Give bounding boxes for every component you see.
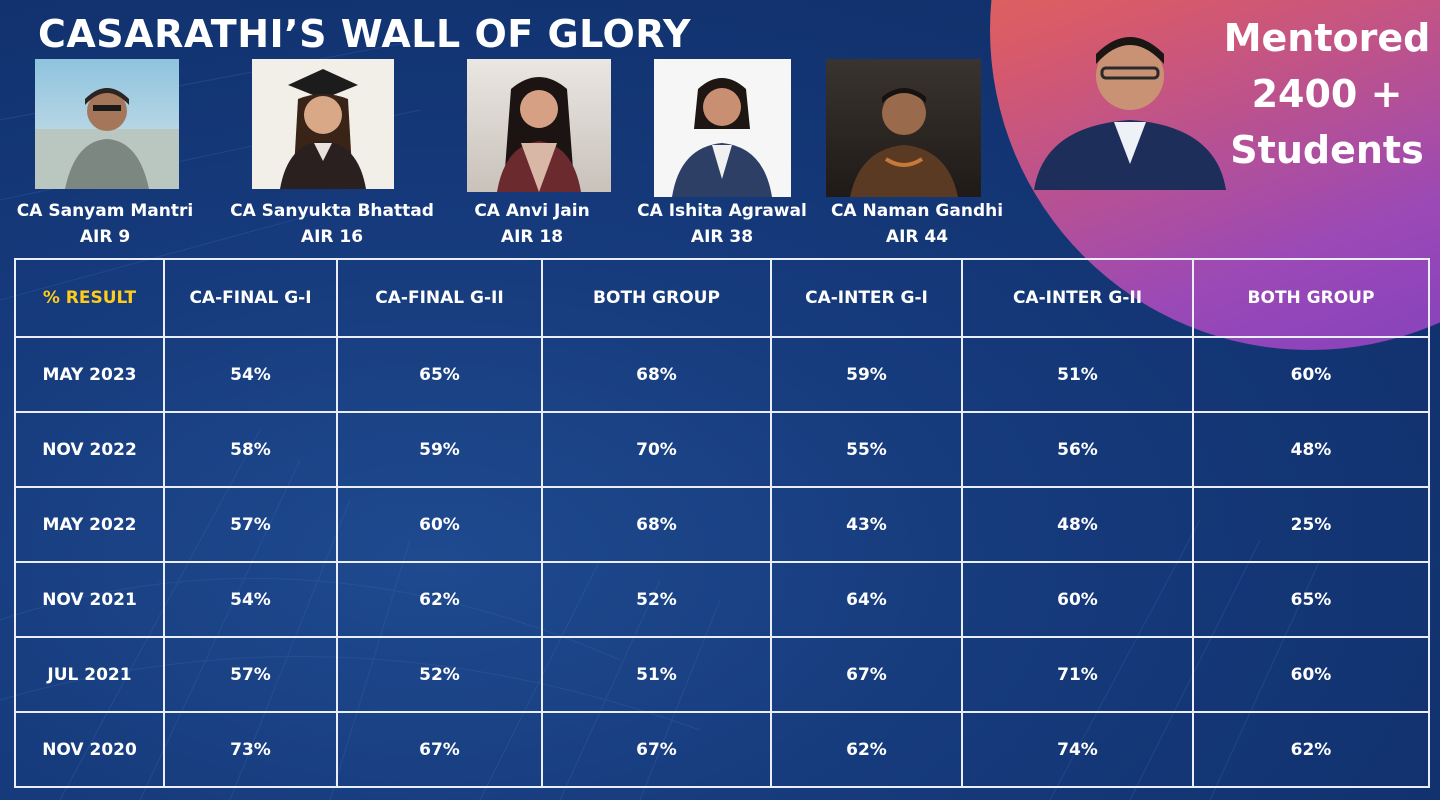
student-photo-sanyam bbox=[35, 59, 179, 189]
cell-value: 60% bbox=[336, 486, 543, 563]
cell-value: 71% bbox=[961, 636, 1194, 713]
student-rank: AIR 16 bbox=[300, 227, 364, 247]
table-row: NOV 2020 73% 67% 67% 62% 74% 62% bbox=[14, 711, 1430, 788]
student-name: CA Anvi Jain bbox=[474, 201, 590, 221]
table-row: NOV 2022 58% 59% 70% 55% 56% 48% bbox=[14, 411, 1430, 488]
cell-value: 60% bbox=[1192, 336, 1430, 413]
cell-value: 73% bbox=[163, 711, 338, 788]
table-row: JUL 2021 57% 52% 51% 67% 71% 60% bbox=[14, 636, 1430, 713]
cell-value: 51% bbox=[541, 636, 772, 713]
cell-value: 59% bbox=[336, 411, 543, 488]
student-name: CA Naman Gandhi bbox=[830, 201, 1004, 221]
cell-value: 57% bbox=[163, 636, 338, 713]
row-term: MAY 2022 bbox=[14, 486, 165, 563]
page-title: CASARATHI’S WALL OF GLORY bbox=[38, 12, 692, 56]
student-name: CA Sanyam Mantri bbox=[16, 201, 194, 221]
table-row: MAY 2022 57% 60% 68% 43% 48% 25% bbox=[14, 486, 1430, 563]
cell-value: 52% bbox=[336, 636, 543, 713]
student-rank: AIR 44 bbox=[885, 227, 949, 247]
student-caption-ishita: CA Ishita Agrawal AIR 38 bbox=[637, 198, 807, 250]
student-photo-ishita bbox=[654, 59, 791, 197]
table-header-row: % RESULT CA-FINAL G-I CA-FINAL G-II BOTH… bbox=[14, 258, 1430, 338]
cell-value: 60% bbox=[961, 561, 1194, 638]
cell-value: 62% bbox=[336, 561, 543, 638]
row-term: NOV 2020 bbox=[14, 711, 165, 788]
student-photo-anvi bbox=[467, 59, 611, 192]
student-caption-anvi: CA Anvi Jain AIR 18 bbox=[474, 198, 589, 250]
cell-value: 68% bbox=[541, 336, 772, 413]
row-term: NOV 2022 bbox=[14, 411, 165, 488]
mentored-line-3: Students bbox=[1230, 128, 1424, 172]
table-row: NOV 2021 54% 62% 52% 64% 60% 65% bbox=[14, 561, 1430, 638]
student-caption-sanyukta: CA Sanyukta Bhattad AIR 16 bbox=[230, 198, 434, 250]
cell-value: 70% bbox=[541, 411, 772, 488]
student-name: CA Sanyukta Bhattad bbox=[230, 201, 434, 221]
cell-value: 74% bbox=[961, 711, 1194, 788]
cell-value: 65% bbox=[336, 336, 543, 413]
cell-value: 60% bbox=[1192, 636, 1430, 713]
student-rank: AIR 18 bbox=[500, 227, 564, 247]
cell-value: 51% bbox=[961, 336, 1194, 413]
student-rank: AIR 9 bbox=[79, 227, 131, 247]
cell-value: 55% bbox=[770, 411, 963, 488]
cell-value: 48% bbox=[1192, 411, 1430, 488]
header-final-both: BOTH GROUP bbox=[541, 258, 772, 338]
student-caption-sanyam: CA Sanyam Mantri AIR 9 bbox=[17, 198, 193, 250]
cell-value: 62% bbox=[1192, 711, 1430, 788]
cell-value: 54% bbox=[163, 336, 338, 413]
cell-value: 64% bbox=[770, 561, 963, 638]
student-caption-naman: CA Naman Gandhi AIR 44 bbox=[831, 198, 1003, 250]
cell-value: 58% bbox=[163, 411, 338, 488]
mentor-photo bbox=[1030, 14, 1230, 190]
row-term: NOV 2021 bbox=[14, 561, 165, 638]
header-inter-both: BOTH GROUP bbox=[1192, 258, 1430, 338]
cell-value: 67% bbox=[770, 636, 963, 713]
header-inter-g2: CA-INTER G-II bbox=[961, 258, 1194, 338]
header-result: % RESULT bbox=[14, 258, 165, 338]
cell-value: 59% bbox=[770, 336, 963, 413]
cell-value: 25% bbox=[1192, 486, 1430, 563]
cell-value: 43% bbox=[770, 486, 963, 563]
header-inter-g1: CA-INTER G-I bbox=[770, 258, 963, 338]
mentored-line-2: 2400 + bbox=[1251, 72, 1403, 116]
cell-value: 67% bbox=[336, 711, 543, 788]
mentored-count-text: Mentored 2400 + Students bbox=[1222, 10, 1432, 178]
table-row: MAY 2023 54% 65% 68% 59% 51% 60% bbox=[14, 336, 1430, 413]
cell-value: 52% bbox=[541, 561, 772, 638]
cell-value: 68% bbox=[541, 486, 772, 563]
student-photo-naman bbox=[826, 59, 981, 197]
student-name: CA Ishita Agrawal bbox=[637, 201, 807, 221]
cell-value: 48% bbox=[961, 486, 1194, 563]
cell-value: 54% bbox=[163, 561, 338, 638]
row-term: JUL 2021 bbox=[14, 636, 165, 713]
row-term: MAY 2023 bbox=[14, 336, 165, 413]
header-final-g1: CA-FINAL G-I bbox=[163, 258, 338, 338]
results-table: % RESULT CA-FINAL G-I CA-FINAL G-II BOTH… bbox=[14, 258, 1430, 788]
student-photo-sanyukta bbox=[252, 59, 394, 189]
student-rank: AIR 38 bbox=[690, 227, 754, 247]
cell-value: 56% bbox=[961, 411, 1194, 488]
cell-value: 62% bbox=[770, 711, 963, 788]
header-final-g2: CA-FINAL G-II bbox=[336, 258, 543, 338]
cell-value: 57% bbox=[163, 486, 338, 563]
mentored-line-1: Mentored bbox=[1223, 16, 1431, 60]
cell-value: 67% bbox=[541, 711, 772, 788]
cell-value: 65% bbox=[1192, 561, 1430, 638]
